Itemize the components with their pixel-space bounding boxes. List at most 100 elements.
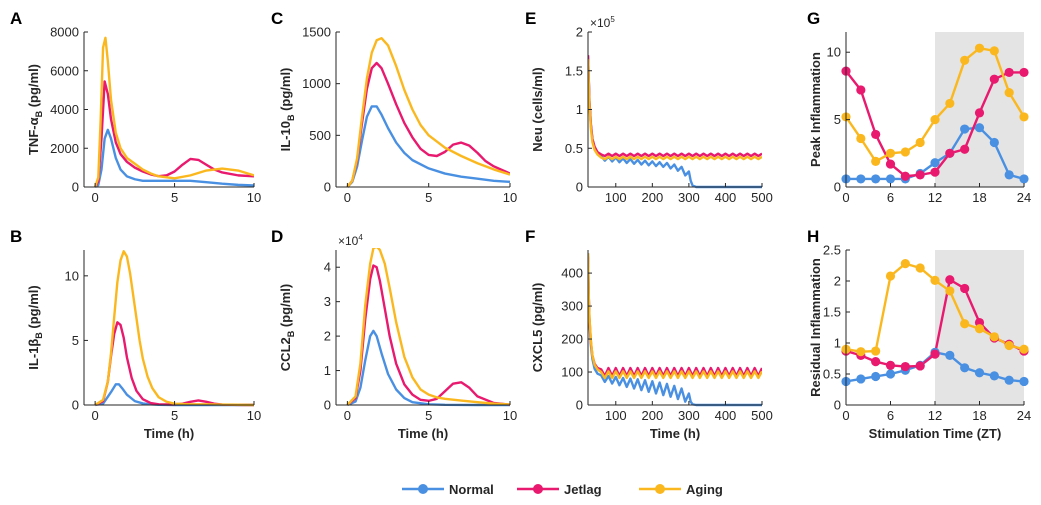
legend: Normal Jetlag Aging bbox=[402, 482, 723, 497]
legend-marker bbox=[418, 484, 428, 494]
x-tick-label: 12 bbox=[928, 190, 942, 205]
y-tick-label: 4 bbox=[324, 260, 331, 275]
y-axis-label-main: Residual Inflammation bbox=[808, 258, 823, 397]
legend-label: Aging bbox=[686, 482, 723, 497]
y-tick-label: 5 bbox=[834, 112, 841, 127]
x-tick-label: 24 bbox=[1017, 408, 1031, 423]
data-point-normal bbox=[960, 363, 970, 373]
data-point-jetlag bbox=[900, 361, 910, 372]
x-tick-label: 0 bbox=[842, 408, 849, 423]
y-tick-label: 10 bbox=[65, 268, 79, 283]
data-point-jetlag bbox=[930, 167, 940, 177]
x-tick-label: 500 bbox=[751, 408, 773, 423]
data-point-normal bbox=[885, 369, 896, 379]
x-tick-label: 10 bbox=[503, 190, 517, 205]
x-axis-label: Time (h) bbox=[650, 426, 700, 441]
x-tick-label: 300 bbox=[678, 408, 700, 423]
legend-label: Normal bbox=[449, 482, 494, 497]
x-tick-label: 0 bbox=[92, 190, 99, 205]
y-axis-label: TNF-αB (pg/ml) bbox=[26, 64, 44, 155]
data-point-normal bbox=[989, 137, 999, 148]
panel-letter: A bbox=[10, 9, 22, 28]
data-point-normal bbox=[974, 123, 985, 133]
data-point-jetlag bbox=[989, 74, 999, 84]
y-tick-label: 1.5 bbox=[823, 305, 841, 320]
data-point-jetlag bbox=[856, 85, 866, 95]
series-group bbox=[588, 253, 762, 407]
y-tick-label: 2 bbox=[834, 274, 841, 289]
y-tick-label: 6000 bbox=[50, 63, 79, 78]
data-point-normal bbox=[871, 174, 881, 184]
y-axis-label-unit: (pg/ml) bbox=[26, 285, 41, 332]
y-tick-label: 0 bbox=[834, 398, 841, 413]
data-point-jetlag bbox=[974, 108, 985, 118]
x-tick-label: 5 bbox=[425, 408, 432, 423]
data-point-jetlag bbox=[960, 144, 970, 154]
data-point-aging bbox=[989, 332, 999, 342]
y-tick-label: 0 bbox=[72, 398, 79, 413]
series-group bbox=[588, 55, 762, 189]
x-tick-label: 400 bbox=[715, 408, 737, 423]
data-point-aging bbox=[900, 147, 910, 157]
data-point-normal bbox=[871, 371, 881, 382]
y-axis-label: CCL2B (pg/ml) bbox=[278, 284, 296, 371]
series-group bbox=[346, 37, 510, 188]
panel-A: 0 5 10 0 2000 4000 6000 8000 TNF-αB (pg/ml) A bbox=[10, 9, 261, 205]
panel-F: 100 200 300 400 500 0 100 200 300 400 CXCL5 (pg/ml… bbox=[525, 227, 773, 441]
y-axis-label-unit: (pg/ml) bbox=[278, 68, 293, 115]
legend-marker bbox=[533, 484, 543, 494]
y-tick-label: 0 bbox=[324, 180, 331, 195]
series-line-jetlag bbox=[346, 264, 510, 406]
x-tick-label: 0 bbox=[92, 408, 99, 423]
data-point-aging bbox=[915, 263, 925, 273]
data-point-jetlag bbox=[885, 159, 896, 169]
y-tick-label: 1 bbox=[576, 102, 583, 117]
series-line-jetlag bbox=[94, 321, 254, 407]
data-point-normal bbox=[1004, 375, 1014, 385]
x-tick-label: 5 bbox=[425, 190, 432, 205]
data-point-aging bbox=[856, 347, 866, 357]
x-tick-label: 300 bbox=[678, 190, 700, 205]
data-point-normal bbox=[930, 158, 940, 168]
x-tick-label: 500 bbox=[751, 190, 773, 205]
legend-item-normal: Normal bbox=[402, 482, 494, 497]
x-tick-label: 10 bbox=[247, 190, 261, 205]
y-axis-label: CXCL5 (pg/ml) bbox=[530, 283, 545, 373]
data-point-aging bbox=[1004, 340, 1014, 351]
series-line-aging bbox=[94, 250, 254, 407]
y-axis-label-main: TNF-α bbox=[26, 117, 41, 155]
data-point-normal bbox=[856, 374, 866, 384]
x-axis-label: Stimulation Time (ZT) bbox=[869, 426, 1002, 441]
data-point-jetlag bbox=[945, 148, 955, 158]
series-group bbox=[93, 36, 254, 189]
y-tick-label: 2.5 bbox=[823, 243, 841, 258]
data-point-normal bbox=[1019, 174, 1029, 184]
x-axis-label: Time (h) bbox=[144, 426, 194, 441]
y-tick-label: 5 bbox=[72, 333, 79, 348]
data-point-jetlag bbox=[1019, 67, 1029, 78]
x-tick-label: 10 bbox=[503, 408, 517, 423]
y-axis-label: Peak Inflammation bbox=[808, 52, 823, 167]
data-point-jetlag bbox=[960, 283, 970, 294]
series-line-normal bbox=[588, 55, 762, 189]
series-group bbox=[94, 250, 254, 407]
y-tick-label: 3 bbox=[324, 294, 331, 309]
data-point-aging bbox=[856, 133, 866, 144]
x-tick-label: 200 bbox=[641, 190, 663, 205]
y-tick-label: 2000 bbox=[50, 141, 79, 156]
x-tick-label: 0 bbox=[842, 190, 849, 205]
y-axis-label-unit: (pg/ml) bbox=[26, 64, 41, 111]
y-tick-label: 2 bbox=[576, 25, 583, 40]
y-tick-label: 2 bbox=[324, 329, 331, 344]
x-tick-label: 18 bbox=[972, 190, 986, 205]
data-point-aging bbox=[915, 137, 925, 148]
panel-letter: E bbox=[525, 9, 536, 28]
panel-C: 0 5 10 0 500 1000 1500 IL-10B (pg/ml) C bbox=[271, 9, 517, 205]
data-point-jetlag bbox=[930, 349, 940, 359]
data-point-aging bbox=[885, 148, 896, 158]
y-axis-label: IL-1βB (pg/ml) bbox=[26, 285, 44, 369]
